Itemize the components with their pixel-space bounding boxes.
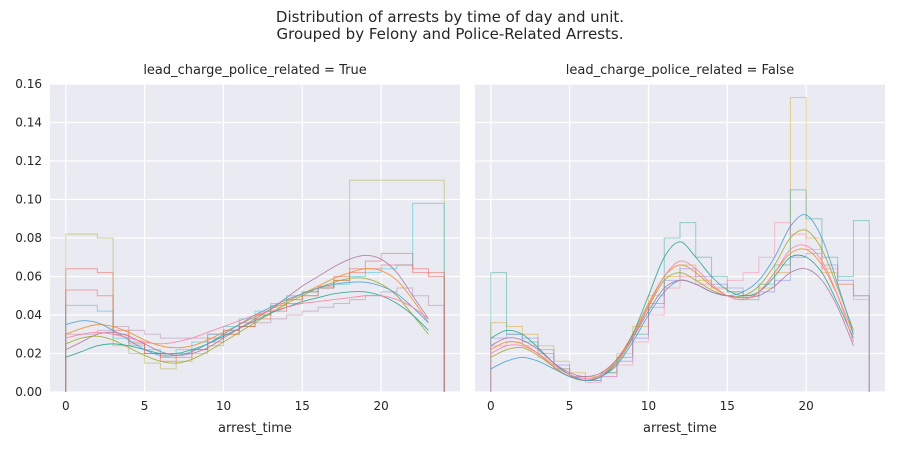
x-tick-label: 20 bbox=[799, 399, 814, 413]
kde-curve bbox=[490, 214, 854, 381]
panel-title: lead_charge_police_related = False bbox=[566, 63, 794, 78]
x-tick-label: 10 bbox=[641, 399, 656, 413]
panel-police-related-false: 0 5 10 15 20 lead_charge_police_related = Fal… bbox=[475, 63, 885, 436]
y-tick-label: 0.08 bbox=[15, 231, 42, 245]
x-axis-label: arrest_time bbox=[643, 421, 717, 436]
x-tick-label: 20 bbox=[374, 399, 389, 413]
y-tick-label: 0.02 bbox=[15, 347, 42, 361]
histogram-series bbox=[490, 189, 870, 392]
kde-curve bbox=[65, 277, 429, 364]
kde-curve bbox=[65, 291, 429, 358]
histogram-series bbox=[65, 287, 445, 392]
histogram-series bbox=[490, 252, 870, 392]
kde-curve bbox=[65, 268, 429, 349]
kde-curve bbox=[65, 294, 429, 345]
histogram-series bbox=[65, 179, 445, 392]
y-tick-label: 0.16 bbox=[15, 77, 42, 91]
y-tick-label: 0.00 bbox=[15, 385, 42, 399]
kde-curve bbox=[490, 268, 854, 378]
panel-title: lead_charge_police_related = True bbox=[143, 63, 366, 78]
kde-curve bbox=[65, 281, 429, 357]
x-tick-label: 10 bbox=[216, 399, 231, 413]
x-tick-label: 15 bbox=[295, 399, 310, 413]
x-tick-label: 0 bbox=[62, 399, 70, 413]
histogram-series bbox=[490, 222, 870, 392]
figure-title-line-1: Distribution of arrests by time of day a… bbox=[276, 8, 624, 26]
figure-title-line-2: Grouped by Felony and Police-Related Arr… bbox=[276, 25, 623, 43]
y-tick-label: 0.14 bbox=[15, 116, 42, 130]
x-axis-label: arrest_time bbox=[218, 421, 292, 436]
y-tick-label: 0.04 bbox=[15, 308, 42, 322]
x-tick-label: 5 bbox=[141, 399, 149, 413]
y-tick-label: 0.10 bbox=[15, 193, 42, 207]
kde-curve bbox=[490, 229, 854, 381]
y-tick-label: 0.06 bbox=[15, 270, 42, 284]
x-tick-label: 15 bbox=[720, 399, 735, 413]
panel-police-related-true: 0 5 10 15 20 0.00 0.02 0.04 0.06 0.08 0.10 0.12 0.14… bbox=[15, 63, 460, 436]
kde-curve bbox=[65, 254, 429, 356]
y-tick-label: 0.12 bbox=[15, 154, 42, 168]
x-tick-label: 5 bbox=[566, 399, 574, 413]
x-tick-label: 0 bbox=[487, 399, 495, 413]
kde-curve bbox=[490, 244, 854, 379]
